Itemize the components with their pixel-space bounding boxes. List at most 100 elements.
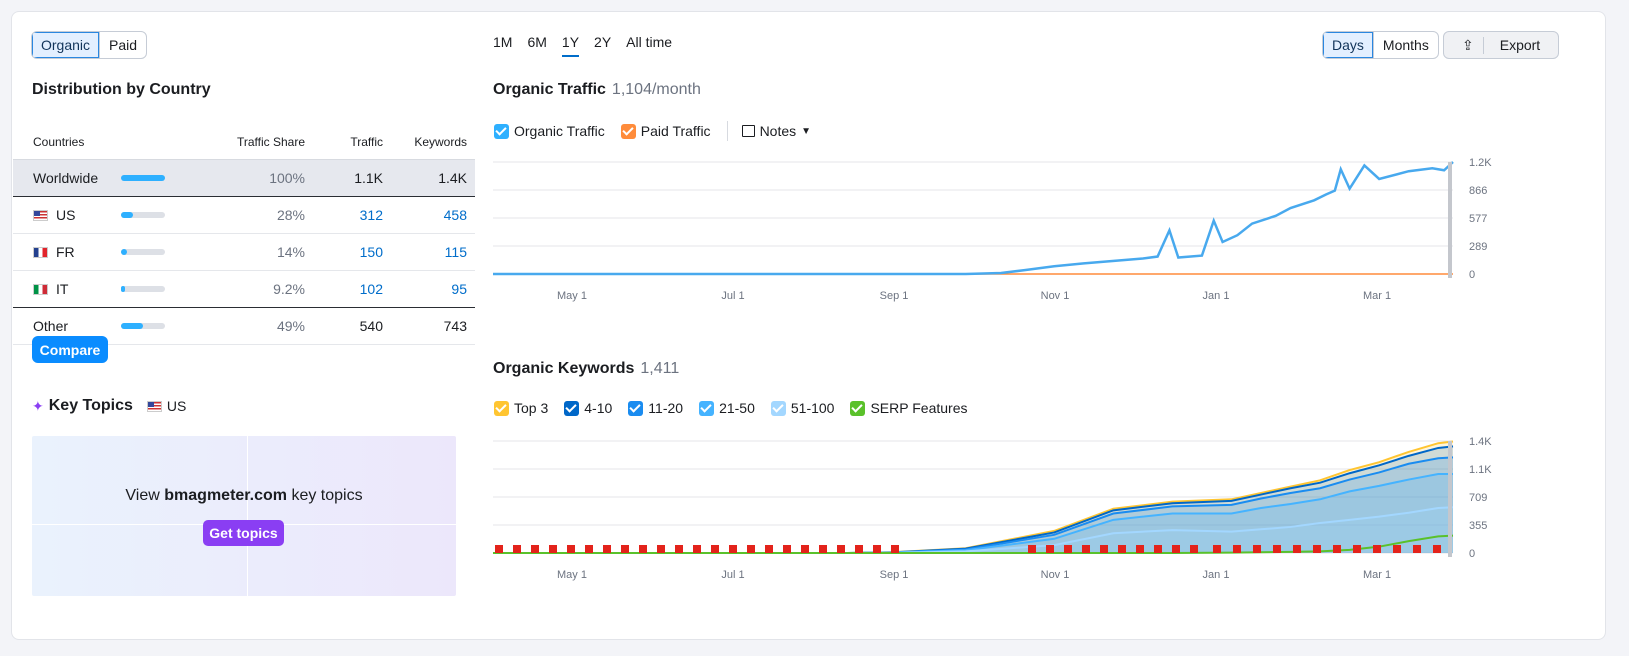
keywords-subtitle: 1,411 [640,360,680,377]
event-flag-icon [1064,545,1072,553]
event-flag-icon [567,545,575,553]
keywords-link[interactable]: 115 [391,233,475,271]
event-flag-icon [891,545,899,553]
x-tick-label: Sep 1 [880,569,909,581]
legend-organic-traffic[interactable]: Organic Traffic [494,123,605,139]
x-tick-label: Jan 1 [1203,569,1230,581]
col-traffic-share: Traffic Share [113,125,313,160]
event-flag-icon [783,545,791,553]
key-topics-panel: View bmagmeter.com key topics Get topics [32,436,456,596]
legend-51-100[interactable]: 51-100 [770,400,834,416]
legend-top-3[interactable]: Top 3 [494,400,548,416]
export-button[interactable]: ⇪ Export [1443,31,1560,59]
event-flag-icon [1433,545,1441,553]
event-flag-icon [657,545,665,553]
key-topics-prompt: View bmagmeter.com key topics [125,487,363,504]
traffic-link[interactable]: 102 [313,270,391,308]
checkbox-icon [628,400,644,416]
country-name: FR [56,243,75,260]
x-tick-label: Sep 1 [880,290,909,302]
distribution-table: Countries Traffic Share Traffic Keywords… [13,125,475,345]
y-tick-label: 355 [1469,520,1487,532]
share-bar [121,174,165,181]
checkbox-icon [850,400,866,416]
get-topics-button[interactable]: Get topics [203,520,284,546]
days-button[interactable]: Days [1323,32,1374,58]
checkbox-icon [770,400,786,416]
event-flag-icon [1233,545,1241,553]
event-flag-icon [1028,545,1036,553]
export-icon: ⇪ [1453,36,1484,54]
event-flag-icon [585,545,593,553]
traffic-link[interactable]: 150 [313,233,391,271]
legend-11-20[interactable]: 11-20 [628,400,683,416]
event-flag-icon [873,545,881,553]
table-row[interactable]: IT 9.2% 102 95 [13,270,475,308]
legend-4-10[interactable]: 4-10 [564,400,612,416]
us-flag-icon [146,400,162,412]
x-tick-label: Mar 1 [1363,569,1391,581]
traffic-legend: Organic Traffic Paid Traffic Notes ▼ [494,121,827,141]
series-area [493,507,1453,553]
event-flag-icon [1413,545,1421,553]
months-button[interactable]: Months [1382,37,1429,53]
event-flag-icon [621,545,629,553]
series-area [493,441,1453,553]
event-flag-icon [1172,545,1180,553]
organic-traffic-chart: 0 289 577 866 1.2K May 1 Jul 1 Sep 1 Nov 1 Jan 1 M… [493,157,1492,302]
event-flag-icon [1253,545,1261,553]
event-flag-icon [801,545,809,553]
event-flag-icon [729,545,737,553]
tab-organic[interactable]: Organic [32,32,101,58]
x-tick-label: May 1 [557,569,587,581]
key-topics-country: US [166,398,187,414]
table-header: Countries Traffic Share Traffic Keywords [13,125,475,160]
compare-button[interactable]: Compare [32,336,108,363]
chevron-down-icon: ▼ [801,125,812,137]
traffic-link[interactable]: 312 [313,196,391,234]
event-flag-icon [693,545,701,553]
key-topics-header: ✦ Key Topics US [32,397,186,415]
keywords-link[interactable]: 95 [391,270,475,308]
tab-paid[interactable]: Paid [109,37,138,53]
table-row[interactable]: US 28% 312 458 [13,196,475,234]
table-row[interactable]: Worldwide 100% 1.1K 1.4K [13,159,475,197]
keywords-legend: Top 3 4-10 11-20 21-50 51-100 SERP Features [494,400,983,416]
event-flag-icon [1100,545,1108,553]
table-row[interactable]: FR 14% 150 115 [13,233,475,271]
keywords-link[interactable]: 458 [391,196,475,234]
col-countries: Countries [13,125,113,160]
period-1y[interactable]: 1Y [561,34,580,57]
table-row[interactable]: Other 49% 540 743 [13,307,475,345]
legend-21-50[interactable]: 21-50 [699,400,755,416]
period-2y[interactable]: 2Y [594,34,612,50]
panel-divider [247,436,248,596]
event-flag-icon [495,545,503,553]
checkbox-icon [564,400,580,416]
country-name: Worldwide [13,159,113,197]
share-bar [121,211,165,218]
checkbox-icon [699,400,715,416]
event-flag-icon [1190,545,1198,553]
y-tick-label: 289 [1469,241,1487,253]
x-tick-label: May 1 [557,290,587,302]
traffic-title: Organic Traffic 1,104/month [493,81,701,98]
y-tick-label: 866 [1469,185,1487,197]
event-flag-icon [603,545,611,553]
x-tick-label: Nov 1 [1041,569,1070,581]
period-all-time[interactable]: All time [626,34,673,50]
event-flag-icon [1313,545,1321,553]
event-flag-icon [513,545,521,553]
fr-flag-icon [33,246,48,258]
checkbox-icon [494,400,509,416]
event-flag-icon [1273,545,1281,553]
series-area [493,474,1453,553]
notes-dropdown[interactable]: Notes ▼ [741,123,812,139]
legend-serp-features[interactable]: SERP Features [850,400,967,416]
event-flag-icon [1333,545,1341,553]
period-1m[interactable]: 1M [493,34,513,50]
legend-paid-traffic[interactable]: Paid Traffic [620,123,711,139]
period-6m[interactable]: 6M [527,34,547,50]
event-flag-icon [711,545,719,553]
keywords-value: 743 [391,307,475,345]
